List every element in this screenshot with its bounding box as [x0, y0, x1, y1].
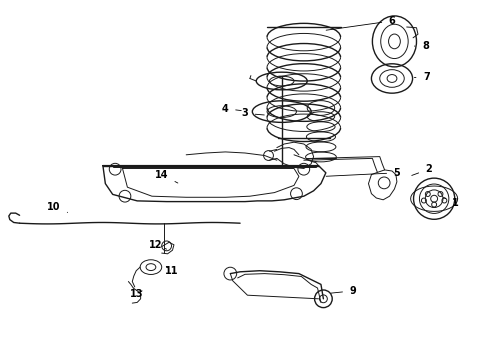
Text: 12: 12 — [148, 240, 167, 250]
Text: 10: 10 — [47, 202, 68, 212]
Text: 13: 13 — [129, 289, 143, 300]
Text: 4: 4 — [222, 104, 241, 114]
Text: 14: 14 — [155, 170, 178, 183]
Text: 11: 11 — [165, 266, 178, 276]
Text: 3: 3 — [242, 108, 264, 118]
Text: 7: 7 — [415, 72, 430, 82]
Text: 8: 8 — [415, 41, 429, 51]
Text: 2: 2 — [412, 164, 432, 175]
Text: 9: 9 — [331, 286, 356, 296]
Text: 5: 5 — [326, 168, 400, 178]
Text: 6: 6 — [326, 16, 395, 30]
Text: 1: 1 — [443, 197, 459, 208]
